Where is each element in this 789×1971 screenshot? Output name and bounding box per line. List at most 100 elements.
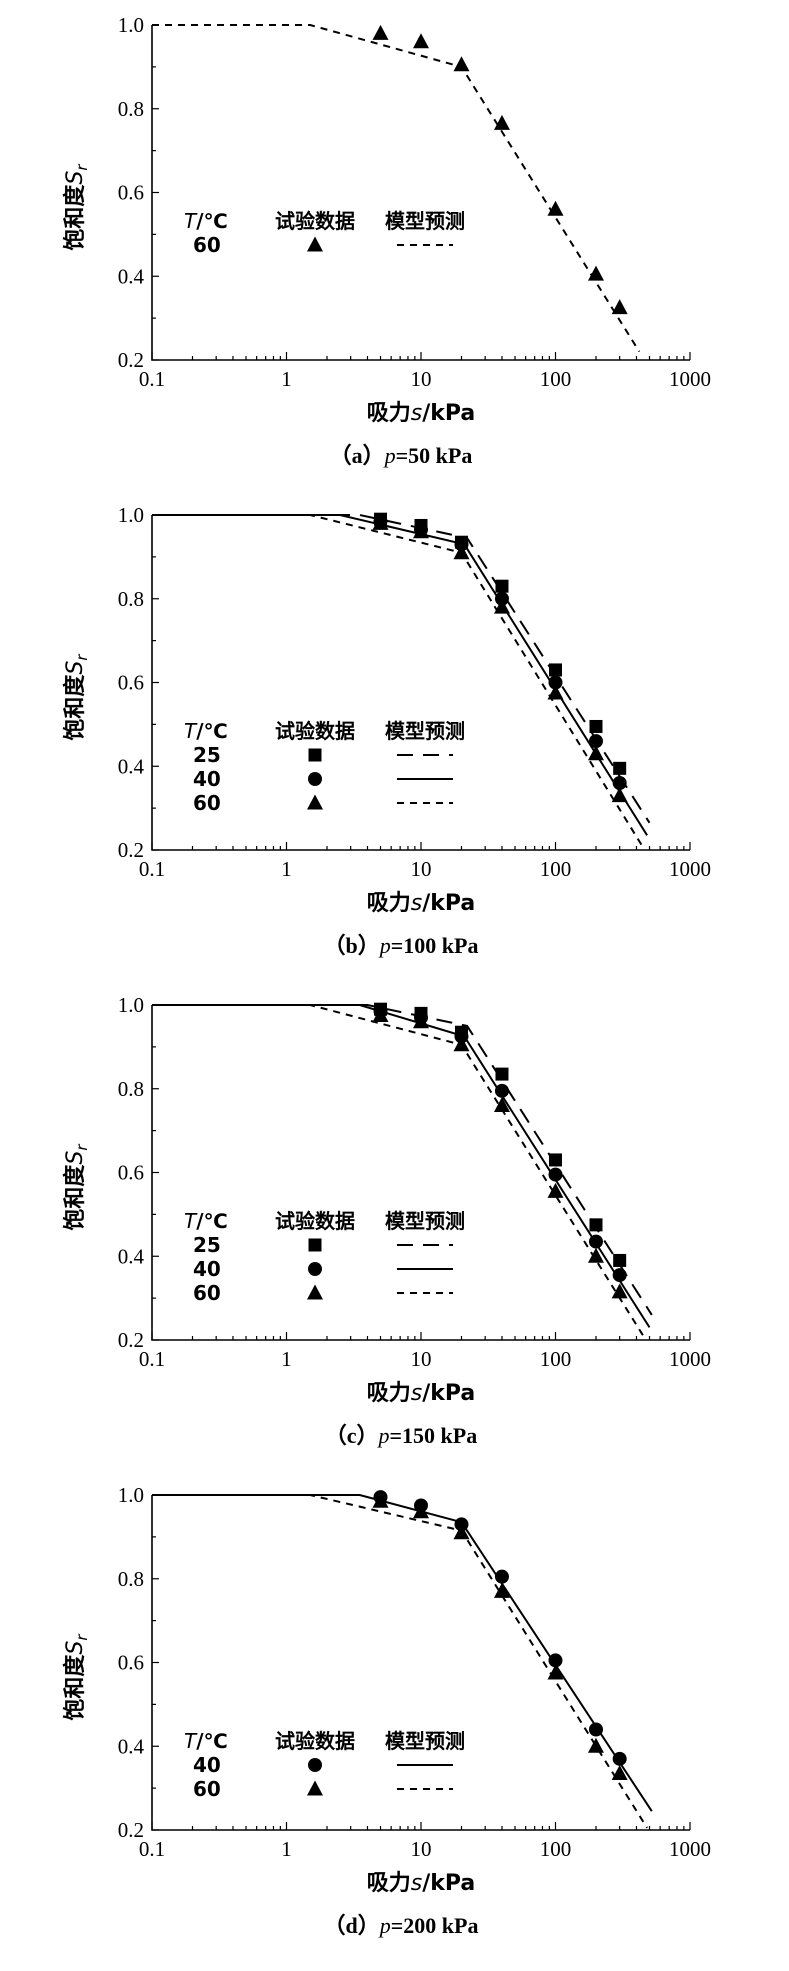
legend-header-model: 模型预测 bbox=[385, 1209, 465, 1233]
y-axis-title: 饱和度Sr bbox=[62, 1634, 91, 1721]
y-axis-title-symbol: S bbox=[63, 661, 88, 675]
data-point-T40 bbox=[612, 1751, 627, 1766]
y-tick-label: 0.8 bbox=[118, 97, 144, 121]
y-axis-title-main: 饱和度 bbox=[62, 674, 88, 741]
data-point-T60 bbox=[587, 1247, 604, 1263]
legend-marker-T60 bbox=[307, 1284, 323, 1300]
data-point-T25 bbox=[549, 1153, 562, 1167]
x-axis-title: 吸力s/kPa bbox=[367, 1381, 476, 1406]
legend-temperature: 60 bbox=[193, 1281, 221, 1305]
data-point-T60 bbox=[372, 514, 389, 530]
legend-marker-T40 bbox=[308, 1262, 322, 1276]
legend-t-symbol: T bbox=[184, 719, 198, 743]
legend-t-unit: /℃ bbox=[196, 1209, 228, 1233]
x-tick-label: 1000 bbox=[669, 1837, 711, 1861]
x-tick-label: 100 bbox=[540, 1347, 572, 1371]
y-axis-title-subscript: r bbox=[73, 654, 91, 661]
x-tick-label: 1 bbox=[281, 1837, 292, 1861]
legend-t-unit: /℃ bbox=[196, 209, 228, 233]
y-axis-title-symbol: S bbox=[63, 1151, 88, 1165]
data-point-T60 bbox=[611, 787, 628, 803]
y-axis-title: 饱和度Sr bbox=[62, 164, 91, 251]
caption-value: =50 kPa bbox=[396, 443, 473, 468]
data-point-T25 bbox=[613, 761, 627, 775]
x-axis-title-unit: /kPa bbox=[422, 1871, 475, 1896]
caption-variable: p bbox=[377, 1423, 390, 1448]
y-tick-label: 0.4 bbox=[118, 1734, 145, 1758]
y-tick-label: 0.4 bbox=[118, 1244, 145, 1268]
x-tick-label: 1000 bbox=[669, 367, 711, 391]
legend-temperature: 40 bbox=[193, 767, 221, 791]
legend-header-test-data: 试验数据 bbox=[275, 1209, 355, 1233]
y-axis-title-symbol: S bbox=[63, 1641, 88, 1655]
data-point-T40 bbox=[588, 1722, 603, 1737]
data-point-T60 bbox=[453, 544, 470, 560]
x-axis-title-symbol: s bbox=[411, 401, 422, 426]
x-axis-title-main: 吸力 bbox=[367, 1871, 411, 1896]
y-tick-label: 0.6 bbox=[118, 1651, 144, 1675]
data-point-T25 bbox=[613, 1253, 627, 1267]
y-axis-title-subscript: r bbox=[73, 1144, 91, 1151]
x-axis-title-symbol: s bbox=[411, 891, 422, 916]
x-tick-label: 1 bbox=[281, 367, 292, 391]
data-point-T60 bbox=[372, 1006, 389, 1022]
x-axis-title: 吸力s/kPa bbox=[367, 1871, 476, 1896]
legend-header-temperature: T/℃ bbox=[184, 719, 228, 743]
legend-header-temperature: T/℃ bbox=[184, 1729, 228, 1753]
data-point-T25 bbox=[549, 663, 562, 677]
caption-prefix: （b） bbox=[324, 933, 380, 958]
data-point-T60 bbox=[493, 1097, 510, 1112]
legend-header-temperature: T/℃ bbox=[184, 1209, 228, 1233]
data-point-T40 bbox=[494, 1569, 509, 1584]
x-axis-title-main: 吸力 bbox=[367, 401, 411, 426]
x-tick-label: 1 bbox=[281, 1347, 292, 1371]
x-axis-title-symbol: s bbox=[411, 1381, 422, 1406]
data-point-T40 bbox=[548, 675, 563, 690]
data-point-T25 bbox=[495, 1067, 509, 1081]
legend-temperature: 60 bbox=[193, 791, 221, 815]
caption-value: =100 kPa bbox=[391, 933, 479, 958]
x-tick-label: 0.1 bbox=[139, 1347, 165, 1371]
legend-header-test-data: 试验数据 bbox=[275, 1729, 355, 1753]
x-tick-label: 0.1 bbox=[139, 367, 165, 391]
caption-value: =200 kPa bbox=[391, 1913, 479, 1938]
data-point-T25 bbox=[495, 579, 509, 593]
legend-marker-T60 bbox=[307, 1780, 323, 1796]
y-axis-title-main: 饱和度 bbox=[62, 184, 88, 251]
data-point-T60 bbox=[547, 200, 564, 216]
x-tick-label: 10 bbox=[411, 1347, 432, 1371]
y-axis-title: 饱和度Sr bbox=[62, 654, 91, 741]
y-tick-label: 1.0 bbox=[118, 1483, 144, 1507]
x-tick-label: 1000 bbox=[669, 1347, 711, 1371]
legend-marker-T60 bbox=[307, 236, 323, 252]
legend-header-model: 模型预测 bbox=[385, 209, 465, 233]
axes bbox=[151, 25, 690, 361]
chart-panel-3: 0.2 0.4 0.6 0.8 1.0 0.1 1 10 100 1000 饱和度Sr 吸力s/kPa… bbox=[62, 993, 711, 1448]
model-line-T60 bbox=[152, 1004, 647, 1340]
data-point-T40 bbox=[494, 1083, 509, 1098]
x-tick-label: 0.1 bbox=[139, 857, 165, 881]
data-point-T60 bbox=[413, 523, 429, 539]
legend-t-unit: /℃ bbox=[196, 719, 228, 743]
caption-variable: p bbox=[378, 1913, 391, 1938]
data-point-T60 bbox=[547, 1664, 564, 1680]
x-axis-title-main: 吸力 bbox=[367, 891, 411, 916]
data-point-T60 bbox=[453, 1036, 470, 1052]
legend-t-symbol: T bbox=[184, 1209, 198, 1233]
model-line-T60 bbox=[152, 514, 645, 849]
y-axis-title-subscript: r bbox=[73, 164, 91, 171]
caption-prefix: （c） bbox=[325, 1423, 379, 1448]
legend-header-model: 模型预测 bbox=[385, 719, 465, 743]
data-point-T40 bbox=[588, 734, 603, 749]
legend-marker-T40 bbox=[308, 1758, 322, 1772]
x-axis-title-unit: /kPa bbox=[422, 1381, 475, 1406]
data-point-T60 bbox=[587, 745, 604, 761]
y-tick-label: 0.8 bbox=[118, 1077, 144, 1101]
chart-panel-4: 0.2 0.4 0.6 0.8 1.0 0.1 1 10 100 1000 饱和度Sr 吸力s/kPa… bbox=[62, 1483, 711, 1938]
caption-variable: p bbox=[378, 933, 391, 958]
data-point-T25 bbox=[589, 719, 603, 733]
legend-header-model: 模型预测 bbox=[385, 1729, 465, 1753]
x-tick-label: 10 bbox=[411, 367, 432, 391]
y-tick-label: 0.2 bbox=[118, 838, 144, 862]
